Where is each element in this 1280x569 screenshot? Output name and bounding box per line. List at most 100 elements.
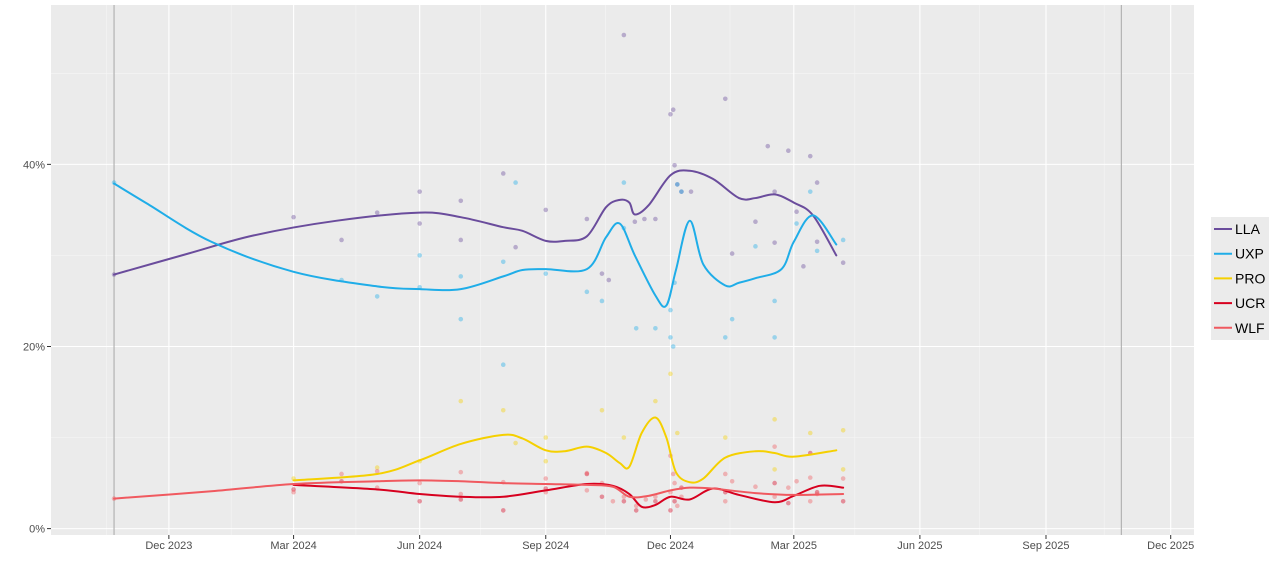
points-lla [111, 32, 846, 283]
poll-point [417, 499, 422, 504]
points-pro [291, 371, 846, 481]
poll-point [668, 371, 673, 377]
poll-point [606, 277, 612, 283]
poll-point [814, 489, 820, 495]
x-tick-label: Dec 2025 [1147, 540, 1194, 552]
poll-point [670, 344, 676, 349]
legend-label-lla: LLA [1235, 221, 1261, 237]
poll-point [753, 484, 758, 490]
x-tick-label: Sep 2025 [1022, 540, 1069, 552]
x-axis: Dec 2023 Mar 2024 Jun 2024 Sep 2024 Dec 2024… [145, 535, 1194, 552]
poll-point [679, 189, 684, 194]
poll-point [668, 508, 673, 513]
poll-point [339, 471, 344, 477]
poll-point [374, 465, 380, 470]
poll-point [417, 253, 422, 258]
poll-point [633, 503, 639, 509]
poll-point [458, 497, 464, 502]
poll-point [417, 189, 422, 194]
poll-point [772, 480, 777, 486]
legend-label-uxp: UXP [1235, 246, 1264, 262]
legend: LLA UXP PRO UCR WLF [1211, 217, 1269, 340]
poll-point [668, 335, 673, 340]
y-tick-label: 20% [23, 341, 45, 353]
poll-point [458, 198, 464, 204]
poll-point [807, 430, 813, 436]
legend-label-ucr: UCR [1235, 295, 1265, 311]
poll-point [772, 467, 777, 472]
poll-point [729, 251, 735, 256]
poll-point [599, 407, 605, 413]
poll-point [840, 237, 846, 243]
poll-point [543, 435, 549, 440]
poll-point [653, 398, 658, 404]
poll-point [753, 219, 758, 225]
x-tick-label: Dec 2023 [145, 540, 192, 552]
poll-point [291, 487, 296, 492]
y-axis: 0% 20% 40% [23, 159, 51, 536]
poll-point [633, 325, 639, 331]
poll-point [653, 499, 658, 504]
points-uxp [111, 180, 846, 368]
poll-point [722, 471, 728, 477]
poll-point [584, 289, 590, 295]
poll-point [840, 499, 846, 504]
poll-point [500, 171, 506, 176]
poll-point [543, 476, 549, 481]
poll-point [458, 469, 464, 475]
poll-point [500, 407, 506, 413]
poll-point [584, 471, 590, 477]
poll-point [543, 207, 549, 213]
trend-line-uxp [113, 182, 838, 308]
poll-point [772, 298, 777, 304]
poll-point [688, 189, 694, 194]
plot-panel [51, 5, 1194, 535]
poll-point [633, 508, 639, 513]
trend-line-pro [292, 416, 838, 484]
poll-point [672, 480, 677, 486]
poll-point [584, 488, 590, 493]
poll-point [672, 499, 677, 504]
poll-point [722, 335, 728, 340]
legend-label-wlf: WLF [1235, 320, 1265, 336]
poll-point [668, 307, 673, 313]
major-gridlines [51, 5, 1194, 535]
poll-point [814, 248, 820, 254]
poll-point [653, 216, 658, 222]
poll-point [772, 417, 777, 422]
poll-point [374, 468, 380, 474]
trend-line-ucr [292, 482, 845, 509]
poll-point [765, 143, 771, 149]
poll-point [543, 458, 549, 464]
poll-point [458, 316, 464, 322]
poll-point [458, 274, 464, 279]
poll-point [513, 180, 518, 185]
poll-point [772, 240, 777, 245]
poll-point [786, 500, 791, 506]
poll-point [840, 467, 846, 472]
poll-point [670, 471, 676, 477]
poll-point [679, 189, 684, 194]
poll-point [417, 480, 422, 486]
poll-point [458, 491, 464, 497]
poll-point [458, 237, 464, 243]
poll-point [807, 189, 813, 194]
poll-point [599, 298, 605, 304]
poll-point [653, 325, 658, 331]
trend-line-lla [113, 169, 838, 276]
x-tick-label: Mar 2024 [270, 540, 316, 552]
poll-point [729, 316, 735, 322]
x-tick-label: Sep 2024 [522, 540, 569, 552]
x-tick-label: Jun 2025 [897, 540, 942, 552]
poll-point [722, 96, 728, 102]
poll-point [807, 499, 813, 504]
poll-point [814, 180, 820, 185]
poll-point [722, 435, 728, 440]
x-tick-label: Mar 2025 [771, 540, 817, 552]
poll-point [786, 148, 791, 154]
poll-point [621, 32, 627, 38]
poll-point [543, 271, 549, 276]
trend-line-wlf [113, 479, 845, 500]
poll-point [632, 219, 638, 225]
legend-label-pro: PRO [1235, 270, 1265, 286]
